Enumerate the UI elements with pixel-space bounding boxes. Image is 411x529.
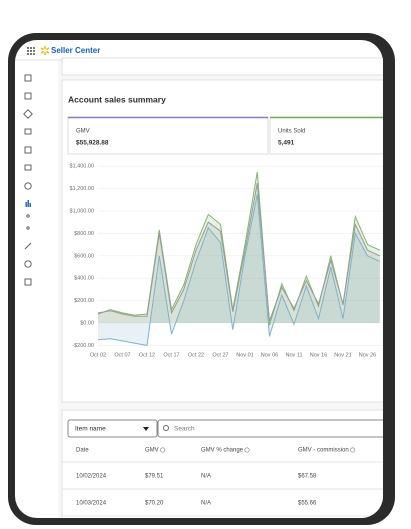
metric-tab[interactable] bbox=[67, 116, 269, 155]
info-icon bbox=[350, 447, 356, 453]
cell: N/A bbox=[201, 474, 211, 480]
brand: Seller Center bbox=[51, 46, 100, 55]
column-header: GMV bbox=[145, 448, 159, 454]
x-tick-label: Nov 21 bbox=[334, 352, 351, 358]
filter-select[interactable] bbox=[67, 419, 158, 438]
metric-value: 5,491 bbox=[278, 140, 295, 147]
cell: N/A bbox=[201, 501, 211, 507]
caret bbox=[143, 427, 149, 431]
sidebar-active[interactable] bbox=[25, 200, 31, 207]
cell: $55.66 bbox=[298, 501, 317, 507]
cell: $70.20 bbox=[145, 501, 164, 507]
series-line bbox=[97, 182, 381, 321]
x-tick-label: Oct 12 bbox=[139, 352, 155, 358]
column-header: Date bbox=[76, 448, 89, 454]
app-menu[interactable] bbox=[27, 47, 35, 55]
x-tick-label: Nov 26 bbox=[359, 352, 376, 358]
filter-text: Item name bbox=[75, 426, 106, 433]
x-tick-label: Oct 27 bbox=[212, 352, 228, 358]
y-tick-label: $200.00 bbox=[74, 298, 94, 304]
cell: 10/03/2024 bbox=[76, 501, 107, 507]
cell: $67.58 bbox=[298, 474, 317, 480]
x-tick-label: Nov 01 bbox=[236, 352, 253, 358]
x-tick-label: Oct 22 bbox=[188, 352, 204, 358]
area-fill bbox=[98, 194, 380, 346]
x-tick-label: Nov 06 bbox=[261, 352, 278, 358]
chart: -$200.00 $0.00 $200.00 $400.00 $600.00 $800.0… bbox=[70, 164, 383, 358]
card-title: Account sales summary bbox=[68, 94, 166, 104]
x-tick-label: Oct 17 bbox=[163, 352, 179, 358]
cell: 10/02/2024 bbox=[76, 474, 107, 480]
table: Date GMV GMV % change GMV - commission 10/02… bbox=[62, 447, 383, 517]
column-header: GMV % change bbox=[201, 448, 244, 454]
y-tick-label: $800.00 bbox=[74, 231, 94, 237]
y-tick-label: $1,200.00 bbox=[70, 186, 94, 192]
search-icon bbox=[163, 425, 169, 431]
y-tick-label: $400.00 bbox=[74, 276, 94, 282]
y-tick-label: $1,400.00 bbox=[70, 164, 94, 170]
metric-label: Units Sold bbox=[278, 129, 305, 135]
series-line bbox=[97, 171, 381, 326]
x-tick-label: Oct 07 bbox=[114, 352, 130, 358]
y-tick-label: $0.00 bbox=[80, 320, 94, 326]
y-tick-label: $1,000.00 bbox=[70, 208, 94, 214]
x-tick-label: Nov 16 bbox=[310, 352, 327, 358]
series-line bbox=[97, 194, 381, 346]
area-fill bbox=[98, 183, 380, 323]
search-box[interactable] bbox=[157, 419, 388, 438]
y-tick-label: $600.00 bbox=[74, 253, 94, 259]
search-placeholder: Search bbox=[174, 426, 195, 433]
logo bbox=[40, 46, 50, 55]
x-tick-label: Oct 02 bbox=[90, 352, 106, 358]
column-header: GMV - commission bbox=[298, 448, 349, 454]
x-tick-label: Nov 11 bbox=[285, 352, 302, 358]
info-icon bbox=[244, 447, 250, 453]
metric-tab[interactable] bbox=[269, 116, 388, 155]
metric-label: GMV bbox=[76, 129, 90, 135]
banner bbox=[61, 57, 383, 76]
sidebar[interactable] bbox=[23, 74, 33, 286]
y-tick-label: -$200.00 bbox=[72, 343, 94, 349]
cell: $79.51 bbox=[145, 474, 164, 480]
info-icon bbox=[160, 447, 166, 453]
metric-value: $55,928.88 bbox=[76, 140, 109, 147]
plot bbox=[97, 171, 381, 346]
